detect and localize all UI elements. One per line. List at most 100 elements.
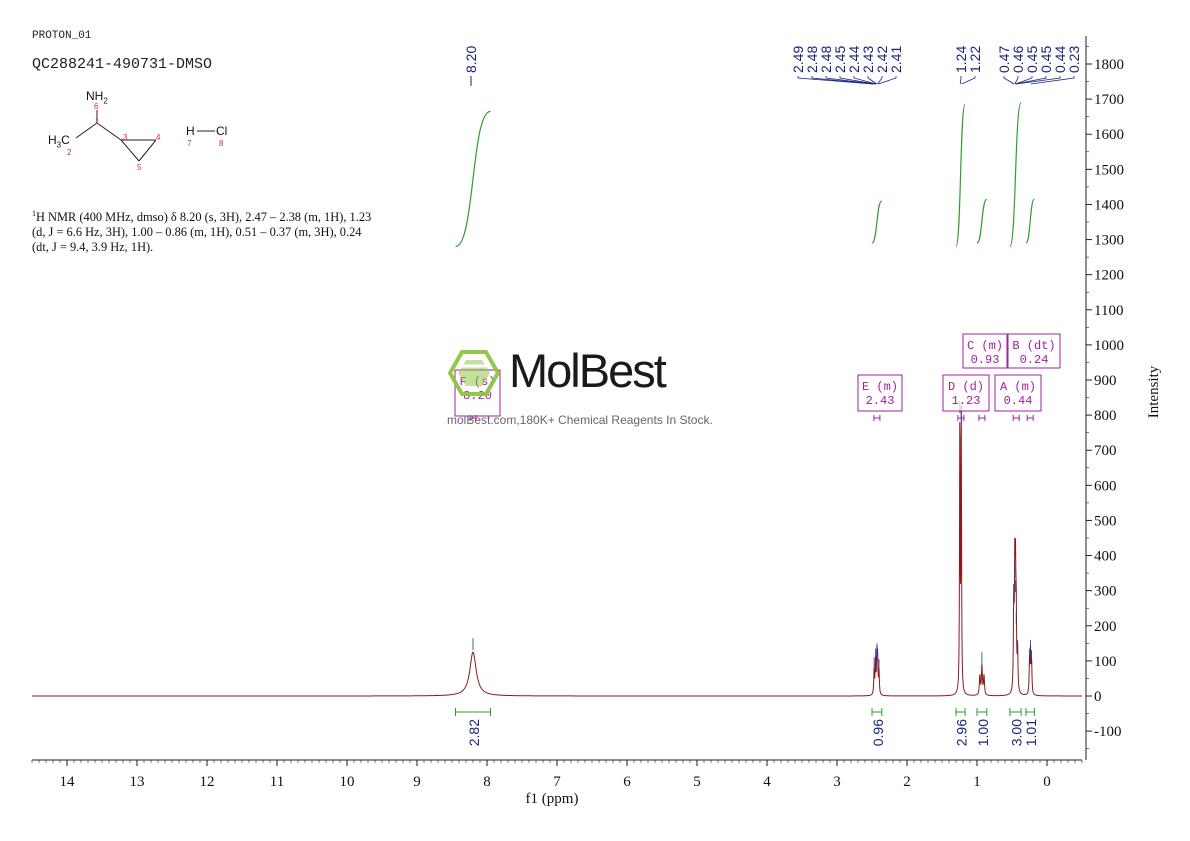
peak-labels: 8.20 2.492.482.482.452.442.432.422.41 1.24… bbox=[463, 46, 1082, 86]
multiplet-label: C (m) bbox=[967, 339, 1003, 353]
multiplet-box bbox=[962, 333, 1008, 369]
integrals: 2.82 0.96 2.96 1.00 3.001.01 bbox=[455, 708, 1039, 746]
peak-connector bbox=[797, 76, 873, 85]
experiment-name: PROTON_01 bbox=[32, 30, 92, 42]
multiplet-label: D (d) bbox=[948, 380, 984, 394]
multiplet-shift: 0.93 bbox=[971, 353, 1000, 367]
y-tick-label: 1600 bbox=[1094, 127, 1124, 143]
x-tick-label: 13 bbox=[130, 774, 145, 790]
peak-connector bbox=[825, 76, 875, 85]
x-tick-label: 10 bbox=[340, 774, 355, 790]
peak-label: 0.44 bbox=[1052, 46, 1068, 73]
y-tick-label: 100 bbox=[1094, 654, 1117, 670]
atom-nh2: NH2 bbox=[86, 89, 108, 106]
x-tick-label: 6 bbox=[623, 774, 631, 790]
multiplet-shift: 2.43 bbox=[866, 394, 895, 408]
multiplet-shift: 0.44 bbox=[1004, 394, 1033, 408]
y-tick-label: 600 bbox=[1094, 478, 1117, 494]
multiplet-box bbox=[994, 374, 1042, 412]
integral-curve bbox=[1009, 102, 1022, 248]
peak-connector bbox=[1003, 76, 1015, 85]
x-tick-label: 4 bbox=[763, 774, 771, 790]
peak-connector bbox=[867, 76, 878, 85]
peak-connector bbox=[1015, 76, 1033, 85]
sample-id: QC288241-490731-DMSO bbox=[32, 56, 213, 73]
peak-label: 0.46 bbox=[1010, 46, 1026, 73]
peak-label: 2.43 bbox=[860, 46, 876, 73]
multiplet-box bbox=[1007, 333, 1061, 369]
integral-value: 2.96 bbox=[954, 719, 970, 746]
atom-num-5: 5 bbox=[137, 163, 142, 172]
integral-curve bbox=[871, 200, 883, 244]
watermark-tagline: molBest.com,180K+ Chemical Reagents In S… bbox=[447, 413, 713, 427]
x-tick-label: 5 bbox=[693, 774, 701, 790]
molbest-logo-icon bbox=[447, 350, 501, 396]
peak-connector bbox=[1014, 76, 1019, 85]
integral-curve bbox=[976, 198, 988, 244]
atom-num-1: 1 bbox=[95, 117, 100, 126]
integral-curve bbox=[955, 103, 966, 248]
y-tick-label: 0 bbox=[1094, 689, 1102, 705]
peak-label: 8.20 bbox=[463, 46, 479, 73]
watermark-brand: MolBest bbox=[509, 344, 667, 397]
peak-connector bbox=[811, 76, 874, 85]
multiplet-label: A (m) bbox=[1000, 380, 1036, 394]
atom-num-3: 3 bbox=[123, 133, 128, 142]
integral-value: 2.82 bbox=[466, 719, 482, 746]
atom-cl: Cl bbox=[216, 124, 228, 138]
y-tick-label: 1000 bbox=[1094, 338, 1124, 354]
y-tick-label: 900 bbox=[1094, 373, 1117, 389]
axes: 14 13 12 11 10 9 8 7 6 5 4 3 2 1 0f1 (ppm)-10001002003… bbox=[31, 36, 1162, 807]
multiplet-box bbox=[942, 374, 990, 412]
molecule-structure bbox=[75, 110, 215, 162]
peak-connector bbox=[878, 76, 897, 85]
atom-num-4: 4 bbox=[156, 133, 161, 142]
peak-label: 0.47 bbox=[996, 46, 1012, 73]
x-tick-label: 12 bbox=[200, 774, 215, 790]
peak-label: 2.48 bbox=[804, 46, 820, 73]
integral-value: 1.00 bbox=[975, 719, 991, 746]
peak-connector bbox=[1015, 76, 1047, 85]
multiplet-shift: 0.24 bbox=[1020, 353, 1049, 367]
y-tick-label: 1500 bbox=[1094, 162, 1124, 178]
y-tick-label: -100 bbox=[1094, 724, 1122, 740]
y-tick-label: 700 bbox=[1094, 443, 1117, 459]
peak-connector bbox=[1016, 76, 1061, 85]
peak-label: 1.24 bbox=[953, 46, 969, 73]
integral-value: 0.96 bbox=[870, 719, 886, 746]
y-tick-label: 1400 bbox=[1094, 197, 1124, 213]
integral-curves bbox=[455, 102, 1035, 248]
x-tick-label: 14 bbox=[60, 774, 76, 790]
y-tick-label: 1100 bbox=[1094, 303, 1123, 319]
y-tick-label: 500 bbox=[1094, 513, 1117, 529]
integral-curve bbox=[455, 110, 491, 248]
peak-connector bbox=[961, 76, 976, 85]
peak-label: 2.48 bbox=[818, 46, 834, 73]
x-tick-label: 8 bbox=[483, 774, 491, 790]
peak-connector bbox=[877, 76, 883, 85]
atom-h: H bbox=[186, 124, 195, 138]
x-tick-label: 2 bbox=[903, 774, 911, 790]
peak-label: 0.45 bbox=[1038, 46, 1054, 73]
description-line-1: H NMR (400 MHz, dmso) δ 8.20 (s, 3H), 2.… bbox=[36, 210, 372, 225]
y-tick-label: 1800 bbox=[1094, 57, 1124, 73]
description-superscript: 1 bbox=[32, 209, 36, 218]
x-tick-label: 3 bbox=[833, 774, 841, 790]
peak-label: 2.42 bbox=[874, 46, 890, 73]
nmr-description: 1H NMR (400 MHz, dmso) δ 8.20 (s, 3H), 2… bbox=[32, 206, 412, 255]
atom-h3c: H3C bbox=[48, 133, 70, 150]
y-tick-label: 1700 bbox=[1094, 92, 1124, 108]
y-tick-label: 1200 bbox=[1094, 268, 1124, 284]
atom-num-6: 6 bbox=[94, 102, 99, 111]
x-tick-label: 1 bbox=[973, 774, 981, 790]
spectrum-trace bbox=[32, 401, 1082, 697]
peak-label: 0.45 bbox=[1024, 46, 1040, 73]
y-tick-label: 800 bbox=[1094, 408, 1117, 424]
multiplet-label: E (m) bbox=[862, 380, 898, 394]
description-line-2: (d, J = 6.6 Hz, 3H), 1.00 – 0.86 (m, 1H)… bbox=[32, 225, 362, 240]
peak-connector bbox=[1030, 76, 1075, 85]
x-tick-label: 9 bbox=[413, 774, 421, 790]
y-tick-label: 400 bbox=[1094, 549, 1117, 565]
x-tick-label: 11 bbox=[270, 774, 284, 790]
